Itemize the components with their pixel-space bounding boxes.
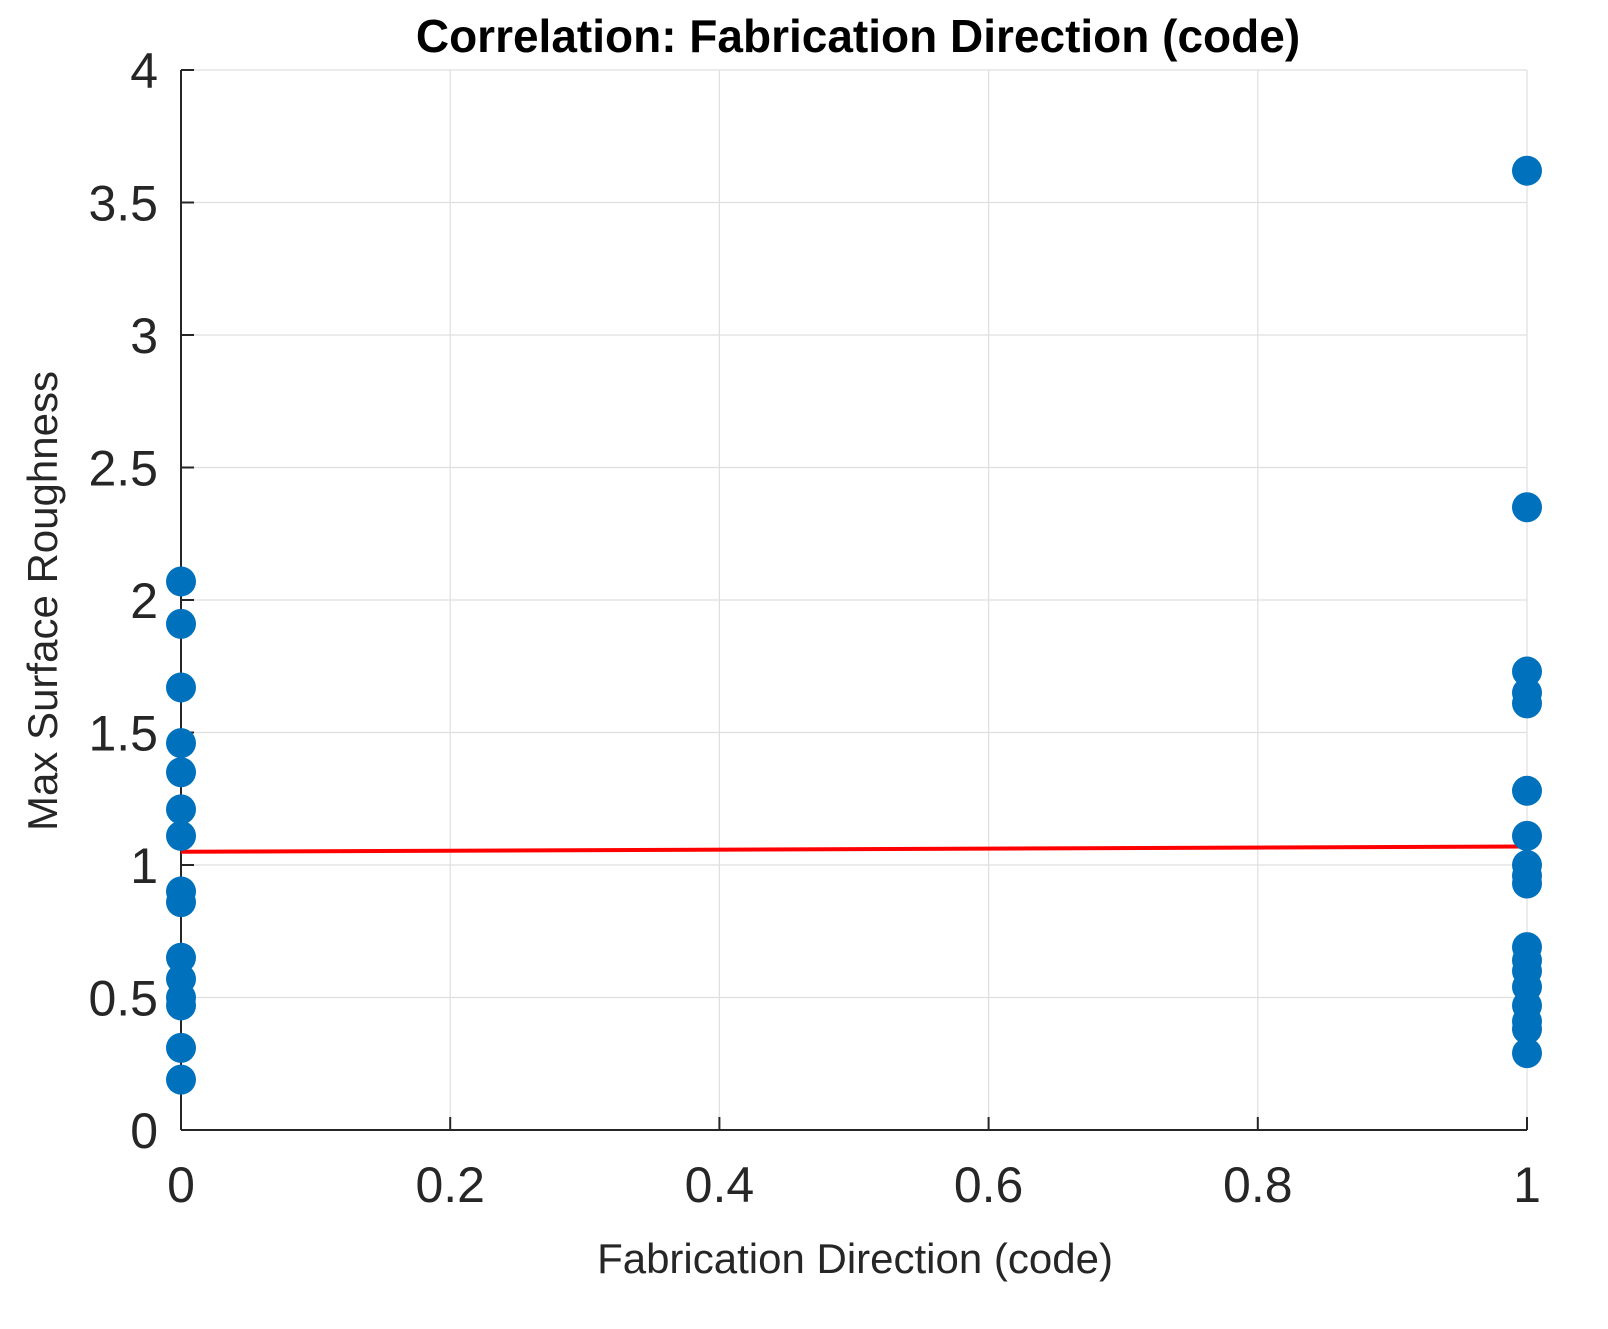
y-tick-label-5: 2.5: [88, 441, 158, 497]
scatter-point-0-12: [166, 990, 196, 1021]
scatter-point-0-1: [166, 608, 196, 639]
scatter-point-0-13: [166, 1032, 196, 1063]
scatter-point-0-24: [1512, 868, 1542, 899]
x-tick-label-1: 0.2: [415, 1157, 485, 1213]
y-tick-label-2: 1: [130, 838, 158, 894]
y-tick-label-4: 2: [130, 573, 158, 629]
scatter-point-0-3: [166, 728, 196, 759]
scatter-point-0-5: [166, 794, 196, 825]
scatter-point-0-2: [166, 672, 196, 703]
scatter-point-0-19: [1512, 688, 1542, 719]
data-points: [166, 155, 1542, 1095]
fit-line-layer: [180, 844, 1528, 854]
scatter-point-0-21: [1512, 820, 1542, 851]
scatter-point-0-17: [1512, 656, 1542, 687]
x-tick-label-3: 0.6: [954, 1157, 1024, 1213]
scatter-point-0-4: [166, 757, 196, 788]
scatter-point-0-0: [166, 566, 196, 597]
scatter-point-0-20: [1512, 775, 1542, 806]
y-tick-label-0: 0: [130, 1103, 158, 1159]
scatter-point-0-32: [1512, 1038, 1542, 1069]
scatter-point-0-6: [166, 820, 196, 851]
chart-title: Correlation: Fabrication Direction (code…: [416, 10, 1300, 62]
x-tick-label-5: 1: [1513, 1157, 1541, 1213]
y-tick-label-3: 1.5: [88, 706, 158, 762]
x-axis-label: Fabrication Direction (code): [597, 1235, 1113, 1282]
x-tick-label-0: 0: [167, 1157, 195, 1213]
x-tick-label-4: 0.8: [1223, 1157, 1293, 1213]
y-tick-label-6: 3: [130, 308, 158, 364]
grid: [180, 69, 1528, 1131]
y-tick-label-1: 0.5: [88, 971, 158, 1027]
fit-line: [180, 844, 1528, 854]
scatter-point-0-14: [166, 1064, 196, 1095]
tick-labels: 0 0.2 0.4 0.6 0.8 1 0 0.5 1 1.5 2 2.5 3 3.5 4: [88, 43, 1540, 1213]
x-tick-label-2: 0.4: [685, 1157, 755, 1213]
y-tick-label-8: 4: [130, 43, 158, 99]
y-axis-label: Max Surface Roughness: [19, 371, 66, 831]
scatter-point-0-8: [166, 887, 196, 918]
scatter-point-0-16: [1512, 492, 1542, 523]
scatter-point-0-15: [1512, 155, 1542, 186]
scatter-point-0-31: [1512, 1014, 1542, 1045]
y-tick-label-7: 3.5: [88, 176, 158, 232]
scatter-point-0-9: [166, 942, 196, 973]
